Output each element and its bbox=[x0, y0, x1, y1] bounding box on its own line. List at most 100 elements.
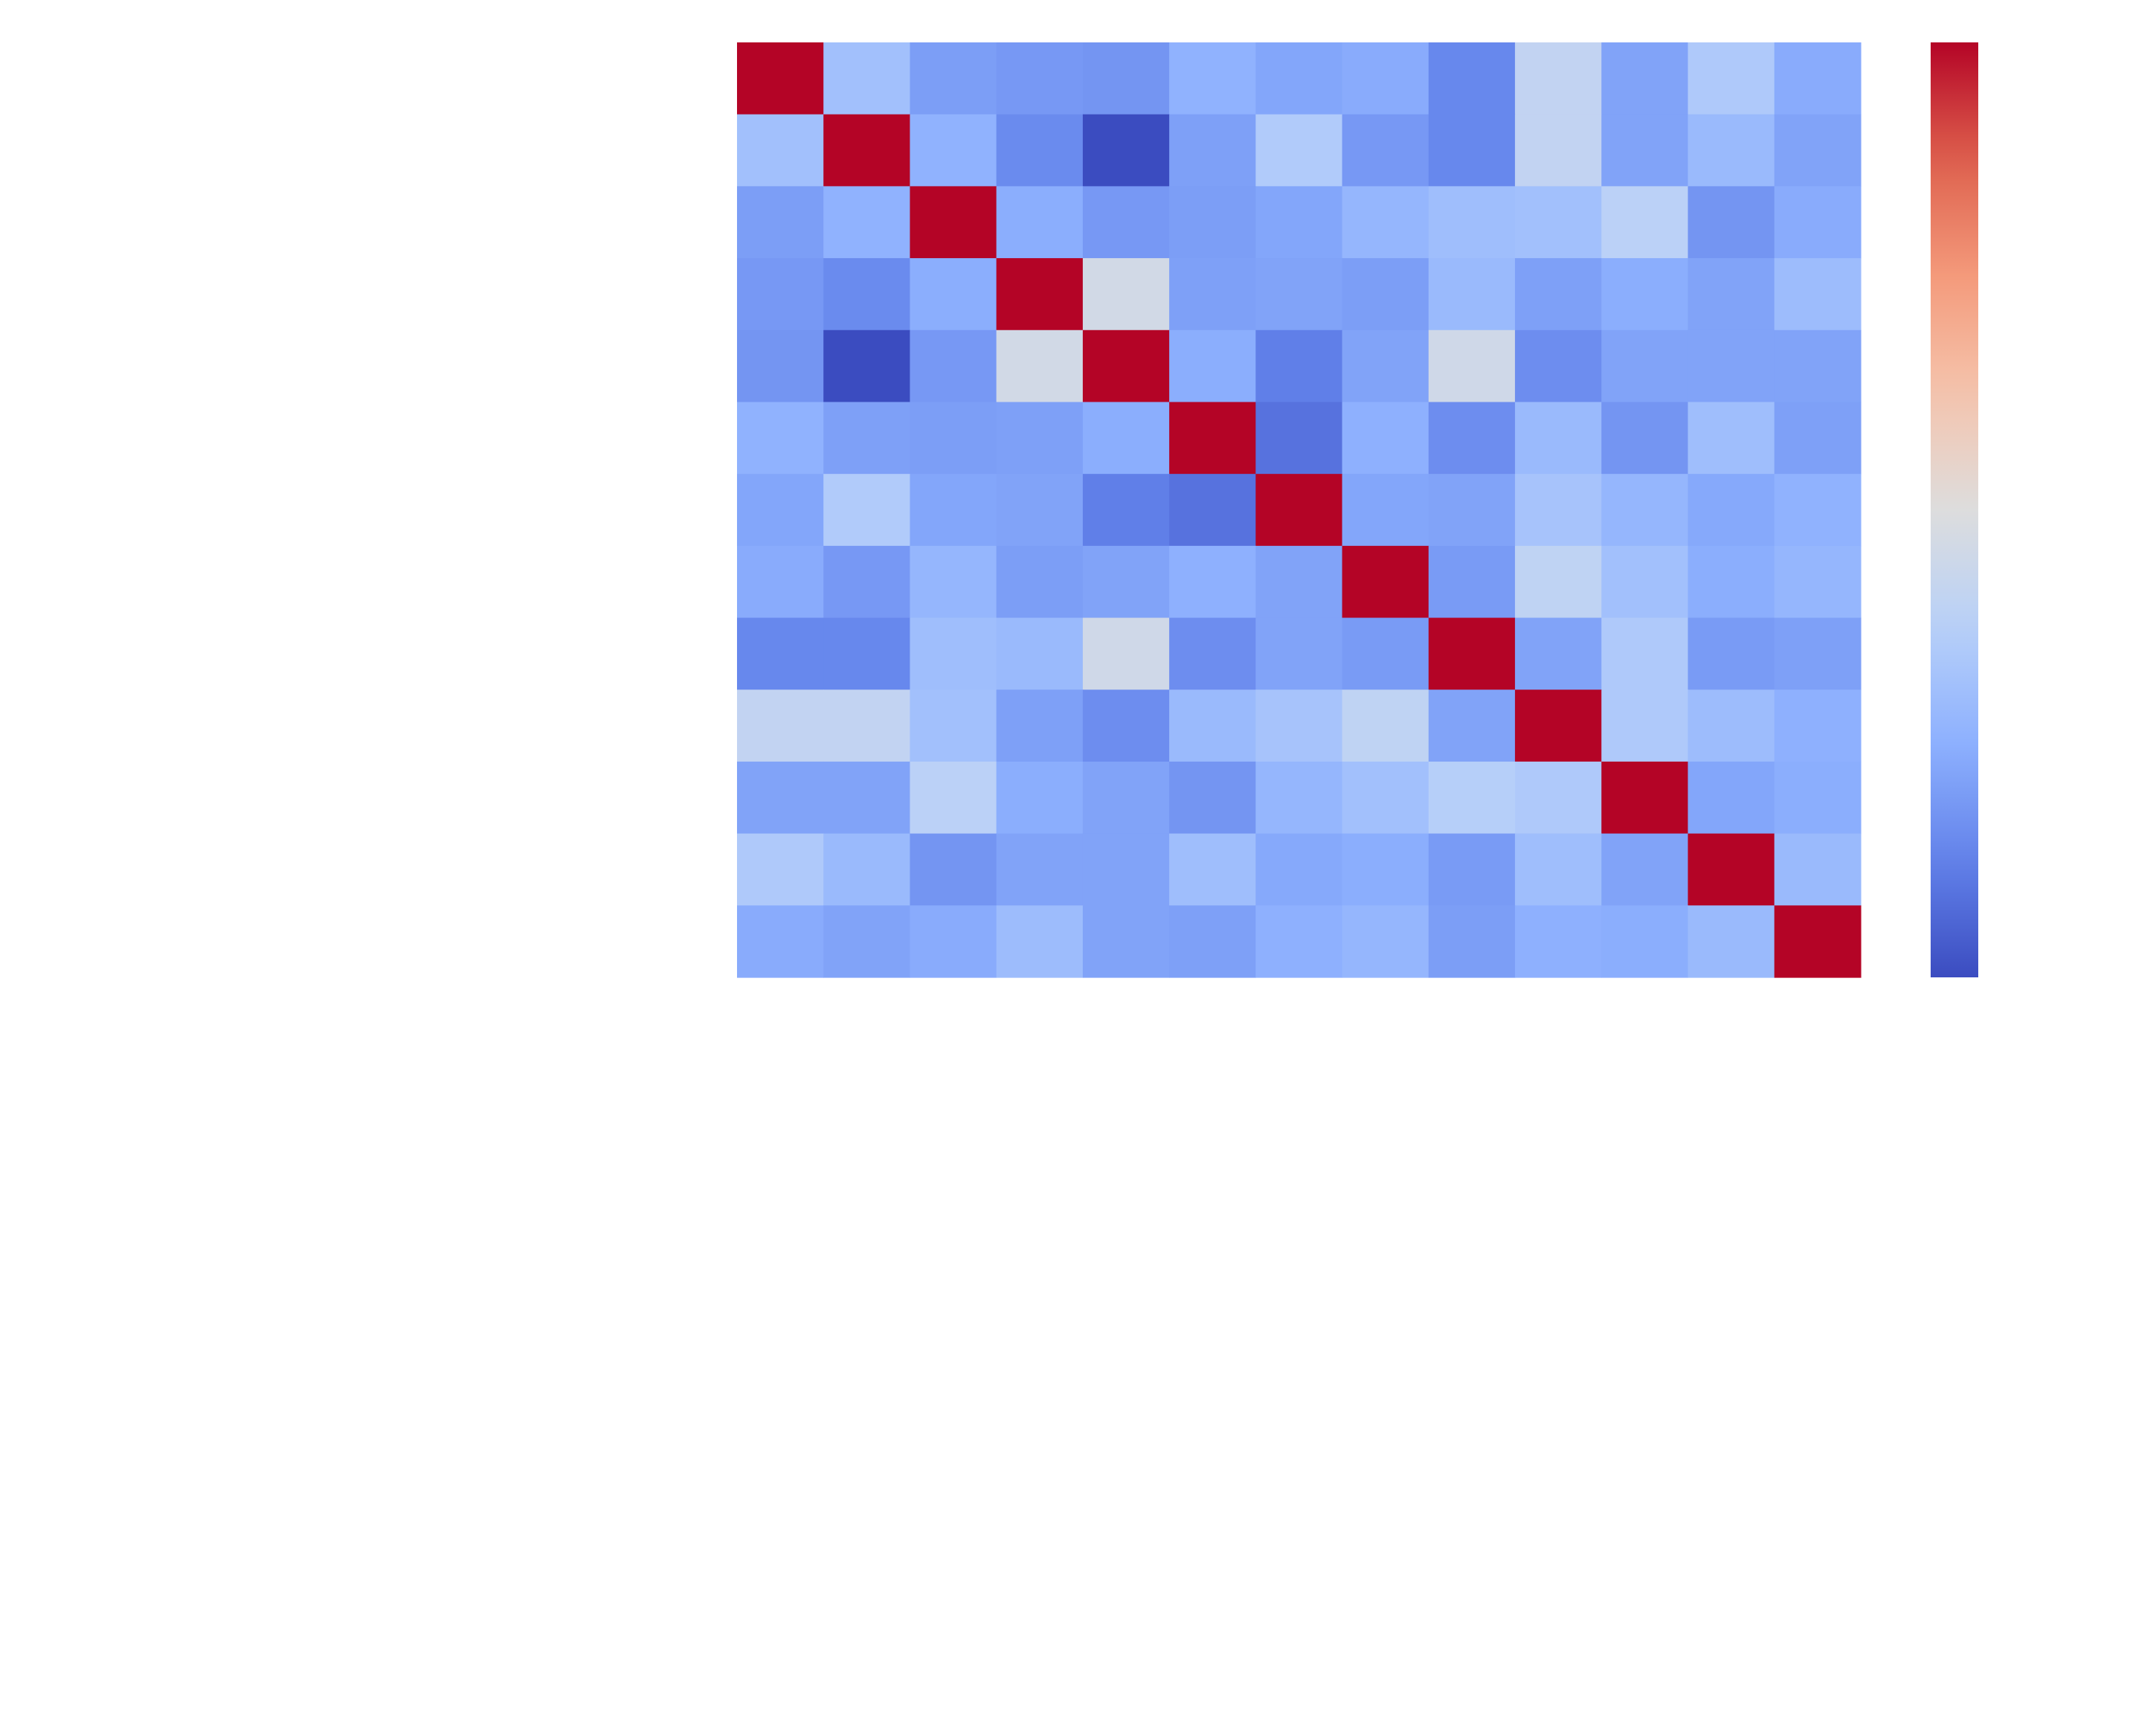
heatmap-cell bbox=[996, 690, 1084, 762]
heatmap-cell bbox=[1082, 617, 1170, 690]
heatmap-cell bbox=[1601, 833, 1689, 906]
heatmap-cell bbox=[1601, 186, 1689, 259]
heatmap-cell bbox=[1169, 833, 1256, 906]
heatmap-cell bbox=[1428, 258, 1516, 331]
heatmap-cell bbox=[1515, 905, 1602, 978]
heatmap-cell bbox=[1342, 258, 1429, 331]
heatmap-cell bbox=[1774, 474, 1861, 547]
heatmap-cell bbox=[1428, 617, 1516, 690]
heatmap-cell bbox=[1342, 617, 1429, 690]
heatmap-cell bbox=[823, 617, 911, 690]
heatmap-cell bbox=[1342, 402, 1429, 475]
heatmap-cell bbox=[996, 545, 1084, 619]
heatmap-cell bbox=[1515, 761, 1602, 835]
heatmap-cell bbox=[1428, 905, 1516, 978]
heatmap-cell bbox=[1255, 474, 1343, 547]
heatmap-cell bbox=[1515, 545, 1602, 619]
heatmap-cell bbox=[1255, 545, 1343, 619]
heatmap-cell bbox=[737, 617, 824, 690]
heatmap-cell bbox=[1342, 42, 1429, 115]
heatmap-cell bbox=[737, 545, 824, 619]
heatmap-cell bbox=[823, 761, 911, 835]
heatmap-cell bbox=[1687, 258, 1775, 331]
heatmap-cell bbox=[1255, 690, 1343, 762]
heatmap-cell bbox=[1774, 545, 1861, 619]
heatmap-cell bbox=[1342, 330, 1429, 403]
heatmap-cell bbox=[1169, 114, 1256, 187]
heatmap-cell bbox=[823, 690, 911, 762]
heatmap-cell bbox=[1687, 474, 1775, 547]
heatmap-cell bbox=[823, 186, 911, 259]
heatmap-cell bbox=[1255, 905, 1343, 978]
heatmap-cell bbox=[1169, 690, 1256, 762]
heatmap-cell bbox=[1255, 258, 1343, 331]
heatmap-cell bbox=[823, 905, 911, 978]
heatmap-cell bbox=[1255, 330, 1343, 403]
heatmap-cell bbox=[996, 474, 1084, 547]
heatmap-cell bbox=[1255, 761, 1343, 835]
heatmap-cell bbox=[1515, 114, 1602, 187]
heatmap-cell bbox=[1255, 617, 1343, 690]
heatmap-grid bbox=[737, 42, 1861, 978]
colorbar-gradient bbox=[1931, 42, 1978, 977]
heatmap-cell bbox=[996, 114, 1084, 187]
heatmap-cell bbox=[1687, 905, 1775, 978]
heatmap-cell bbox=[1169, 258, 1256, 331]
heatmap-cell bbox=[910, 617, 997, 690]
heatmap-cell bbox=[1169, 617, 1256, 690]
heatmap-cell bbox=[823, 258, 911, 331]
heatmap-cell bbox=[1342, 545, 1429, 619]
heatmap-cell bbox=[1601, 761, 1689, 835]
heatmap-cell bbox=[1169, 761, 1256, 835]
heatmap-cell bbox=[1774, 258, 1861, 331]
heatmap-cell bbox=[737, 186, 824, 259]
heatmap-cell bbox=[1428, 690, 1516, 762]
heatmap-cell bbox=[1687, 690, 1775, 762]
heatmap-cell bbox=[1515, 690, 1602, 762]
heatmap-cell bbox=[910, 186, 997, 259]
heatmap-cell bbox=[1687, 833, 1775, 906]
heatmap-cell bbox=[1428, 545, 1516, 619]
heatmap-cell bbox=[910, 833, 997, 906]
heatmap-cell bbox=[1428, 186, 1516, 259]
heatmap-cell bbox=[737, 402, 824, 475]
heatmap-cell bbox=[1342, 186, 1429, 259]
heatmap-cell bbox=[1255, 42, 1343, 115]
heatmap-cell bbox=[1082, 545, 1170, 619]
heatmap-cell bbox=[823, 545, 911, 619]
heatmap-cell bbox=[1687, 186, 1775, 259]
heatmap-cell bbox=[737, 42, 824, 115]
heatmap-cell bbox=[823, 42, 911, 115]
heatmap-cell bbox=[910, 905, 997, 978]
heatmap-cell bbox=[1428, 474, 1516, 547]
heatmap-cell bbox=[737, 690, 824, 762]
heatmap-cell bbox=[737, 761, 824, 835]
heatmap-cell bbox=[996, 42, 1084, 115]
heatmap-cell bbox=[1428, 42, 1516, 115]
heatmap-cell bbox=[737, 330, 824, 403]
heatmap-cell bbox=[1428, 330, 1516, 403]
heatmap-cell bbox=[1774, 690, 1861, 762]
heatmap-cell bbox=[1342, 690, 1429, 762]
colorbar bbox=[1931, 42, 1978, 977]
heatmap-cell bbox=[737, 114, 824, 187]
heatmap-cell bbox=[1687, 545, 1775, 619]
heatmap-cell bbox=[1515, 833, 1602, 906]
heatmap-cell bbox=[910, 545, 997, 619]
heatmap-cell bbox=[996, 833, 1084, 906]
heatmap-cell bbox=[1774, 617, 1861, 690]
heatmap-cell bbox=[1255, 114, 1343, 187]
heatmap-cell bbox=[737, 833, 824, 906]
heatmap-cell bbox=[1515, 186, 1602, 259]
heatmap-cell bbox=[1515, 617, 1602, 690]
heatmap-cell bbox=[1169, 474, 1256, 547]
heatmap-cell bbox=[1515, 474, 1602, 547]
heatmap-cell bbox=[996, 905, 1084, 978]
heatmap-cell bbox=[910, 258, 997, 331]
heatmap-cell bbox=[823, 833, 911, 906]
heatmap-cell bbox=[1082, 114, 1170, 187]
heatmap-cell bbox=[1774, 833, 1861, 906]
heatmap-cell bbox=[910, 42, 997, 115]
heatmap-cell bbox=[1342, 761, 1429, 835]
